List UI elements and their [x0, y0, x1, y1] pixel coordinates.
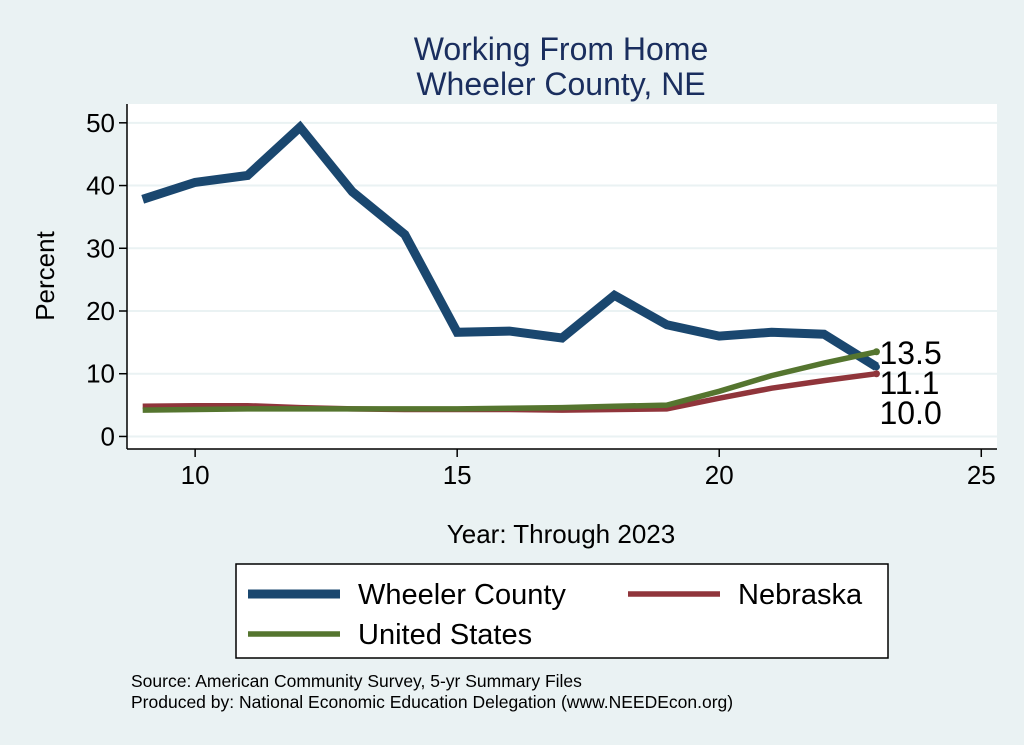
source-note: Source: American Community Survey, 5-yr …	[131, 671, 582, 691]
y-axis-label: Percent	[30, 230, 60, 320]
series-line-united-states	[142, 349, 878, 413]
x-tick-label: 15	[443, 460, 472, 490]
legend-label-united-states: United States	[358, 619, 532, 651]
legend: Wheeler County Nebraska United States	[248, 579, 863, 651]
y-tick-label: 30	[86, 233, 115, 263]
series-lines	[141, 120, 879, 413]
end-marker-nebraska	[872, 370, 880, 378]
produced-by-note: Produced by: National Economic Education…	[131, 692, 733, 712]
end-labels: 13.511.110.0	[872, 335, 942, 431]
y-tick-label: 40	[86, 171, 115, 201]
x-tick-label: 10	[181, 460, 210, 490]
chart-title-line-2: Wheeler County, NE	[416, 66, 705, 102]
end-marker-wheeler-county	[872, 363, 880, 371]
x-axis: 10 15 20 25	[127, 448, 997, 490]
end-marker-united-states	[872, 348, 880, 356]
end-label-wheeler-county: 11.1	[879, 365, 939, 401]
end-label-nebraska: 10.0	[879, 395, 941, 431]
legend-label-wheeler-county: Wheeler County	[358, 579, 566, 611]
x-tick-label: 20	[705, 460, 734, 490]
y-tick-label: 10	[86, 359, 115, 389]
y-axis: 0 10 20 30 40 50	[86, 104, 128, 451]
legend-label-nebraska: Nebraska	[738, 579, 863, 611]
y-tick-label: 50	[86, 108, 115, 138]
y-tick-label: 0	[101, 421, 115, 451]
plot-area	[127, 104, 997, 449]
x-axis-label: Year: Through 2023	[447, 519, 675, 549]
legend-box	[235, 563, 889, 659]
y-tick-label: 20	[86, 296, 115, 326]
series-line-wheeler-county	[141, 120, 879, 371]
chart-title-line-1: Working From Home	[414, 31, 709, 67]
gridlines	[127, 121, 997, 438]
x-tick-label: 25	[967, 460, 996, 490]
end-label-united-states: 13.5	[879, 335, 941, 371]
